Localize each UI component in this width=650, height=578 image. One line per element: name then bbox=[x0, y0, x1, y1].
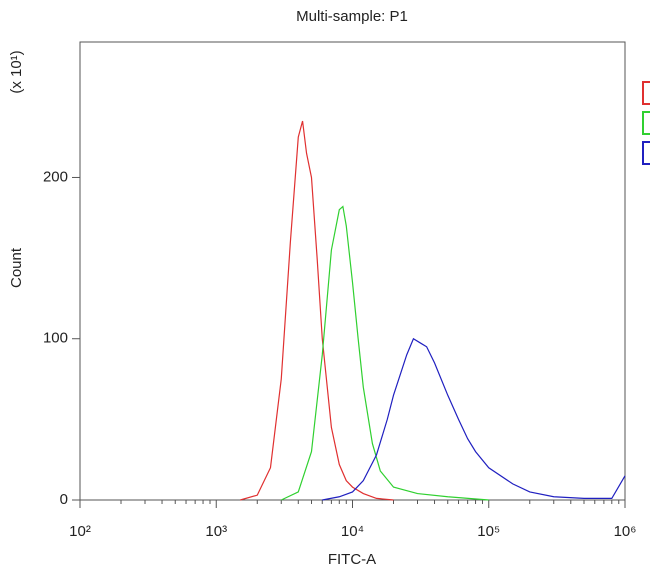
series-line bbox=[240, 120, 394, 501]
y-axis-label: Count bbox=[8, 247, 25, 288]
legend-swatch bbox=[642, 141, 650, 165]
y-multiplier: (x 10¹) bbox=[8, 50, 25, 93]
x-tick-label: 10³ bbox=[205, 523, 227, 540]
x-axis-label: FITC-A bbox=[328, 551, 376, 568]
plot-frame bbox=[79, 41, 626, 501]
x-tick-label: 10⁴ bbox=[341, 523, 364, 540]
x-tick-label: 10² bbox=[69, 523, 91, 540]
y-tick-label: 200 bbox=[43, 168, 68, 185]
x-tick-label: 10⁵ bbox=[477, 523, 500, 540]
x-tick-label: 10⁶ bbox=[614, 523, 637, 540]
series-line bbox=[322, 337, 626, 501]
y-tick-label: 0 bbox=[60, 491, 68, 508]
legend-swatch bbox=[642, 111, 650, 135]
legend-swatch bbox=[642, 81, 650, 105]
y-tick-label: 100 bbox=[43, 330, 68, 347]
series-line bbox=[281, 205, 489, 501]
chart-title: Multi-sample: P1 bbox=[296, 8, 408, 25]
